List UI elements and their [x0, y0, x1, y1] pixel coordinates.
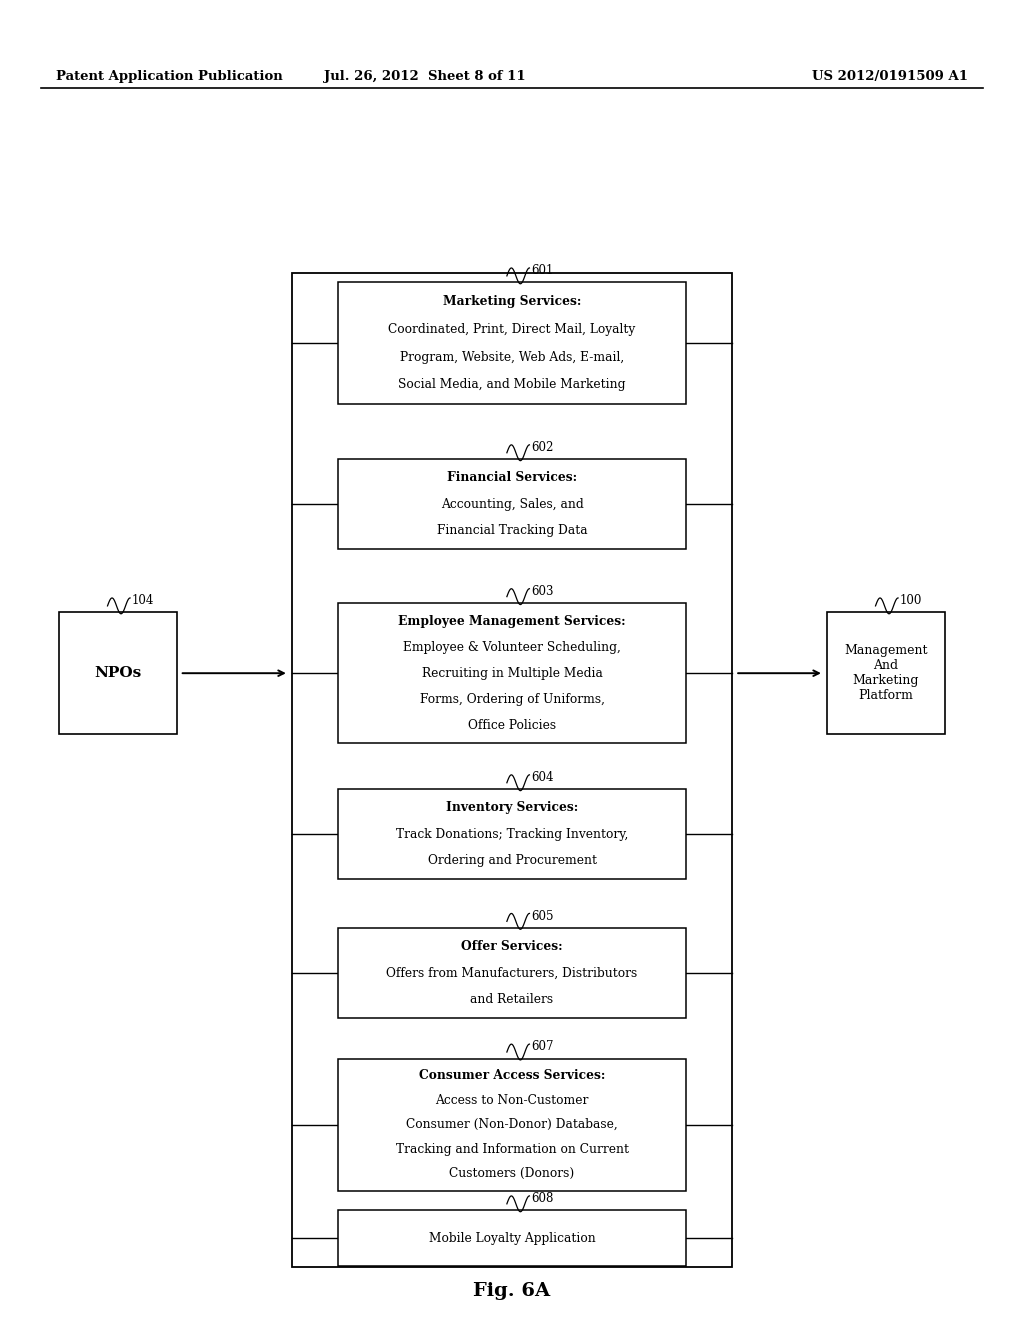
Text: Access to Non-Customer: Access to Non-Customer: [435, 1094, 589, 1106]
Text: 100: 100: [900, 594, 923, 607]
Text: Social Media, and Mobile Marketing: Social Media, and Mobile Marketing: [398, 378, 626, 391]
Text: 602: 602: [531, 441, 554, 454]
Text: 603: 603: [531, 585, 554, 598]
Text: Mobile Loyalty Application: Mobile Loyalty Application: [429, 1232, 595, 1245]
Text: Coordinated, Print, Direct Mail, Loyalty: Coordinated, Print, Direct Mail, Loyalty: [388, 323, 636, 335]
Text: Ordering and Procurement: Ordering and Procurement: [427, 854, 597, 867]
Text: Consumer (Non-Donor) Database,: Consumer (Non-Donor) Database,: [407, 1118, 617, 1131]
Text: Accounting, Sales, and: Accounting, Sales, and: [440, 498, 584, 511]
Text: Office Policies: Office Policies: [468, 718, 556, 731]
Bar: [338, 1210, 686, 1266]
Text: 607: 607: [531, 1040, 554, 1053]
Bar: [338, 1059, 686, 1191]
Text: Offer Services:: Offer Services:: [461, 940, 563, 953]
Text: Employee Management Services:: Employee Management Services:: [398, 615, 626, 628]
Text: Tracking and Information on Current: Tracking and Information on Current: [395, 1143, 629, 1155]
Text: Consumer Access Services:: Consumer Access Services:: [419, 1069, 605, 1082]
Bar: [827, 612, 944, 734]
Text: Management
And
Marketing
Platform: Management And Marketing Platform: [844, 644, 928, 702]
Text: Recruiting in Multiple Media: Recruiting in Multiple Media: [422, 667, 602, 680]
Text: Employee & Volunteer Scheduling,: Employee & Volunteer Scheduling,: [403, 640, 621, 653]
Bar: [338, 459, 686, 549]
Bar: [338, 603, 686, 743]
Bar: [59, 612, 177, 734]
Text: Marketing Services:: Marketing Services:: [442, 296, 582, 309]
Bar: [338, 928, 686, 1018]
Text: Jul. 26, 2012  Sheet 8 of 11: Jul. 26, 2012 Sheet 8 of 11: [325, 70, 525, 83]
Text: 604: 604: [531, 771, 554, 784]
Text: Inventory Services:: Inventory Services:: [445, 801, 579, 814]
Text: 104: 104: [132, 594, 155, 607]
Text: Forms, Ordering of Uniforms,: Forms, Ordering of Uniforms,: [420, 693, 604, 706]
Text: 608: 608: [531, 1192, 554, 1205]
Text: Customers (Donors): Customers (Donors): [450, 1167, 574, 1180]
Text: NPOs: NPOs: [94, 667, 141, 680]
Text: 605: 605: [531, 909, 554, 923]
Text: Track Donations; Tracking Inventory,: Track Donations; Tracking Inventory,: [396, 828, 628, 841]
Text: and Retailers: and Retailers: [470, 993, 554, 1006]
Text: Financial Services:: Financial Services:: [446, 471, 578, 484]
Bar: [338, 789, 686, 879]
Text: Patent Application Publication: Patent Application Publication: [56, 70, 283, 83]
Text: Fig. 6A: Fig. 6A: [473, 1282, 551, 1300]
Text: 601: 601: [531, 264, 554, 277]
Text: Offers from Manufacturers, Distributors: Offers from Manufacturers, Distributors: [386, 966, 638, 979]
Text: US 2012/0191509 A1: US 2012/0191509 A1: [812, 70, 968, 83]
Bar: [292, 273, 732, 1267]
Text: Financial Tracking Data: Financial Tracking Data: [436, 524, 588, 537]
Bar: [338, 282, 686, 404]
Text: Program, Website, Web Ads, E-mail,: Program, Website, Web Ads, E-mail,: [400, 351, 624, 363]
